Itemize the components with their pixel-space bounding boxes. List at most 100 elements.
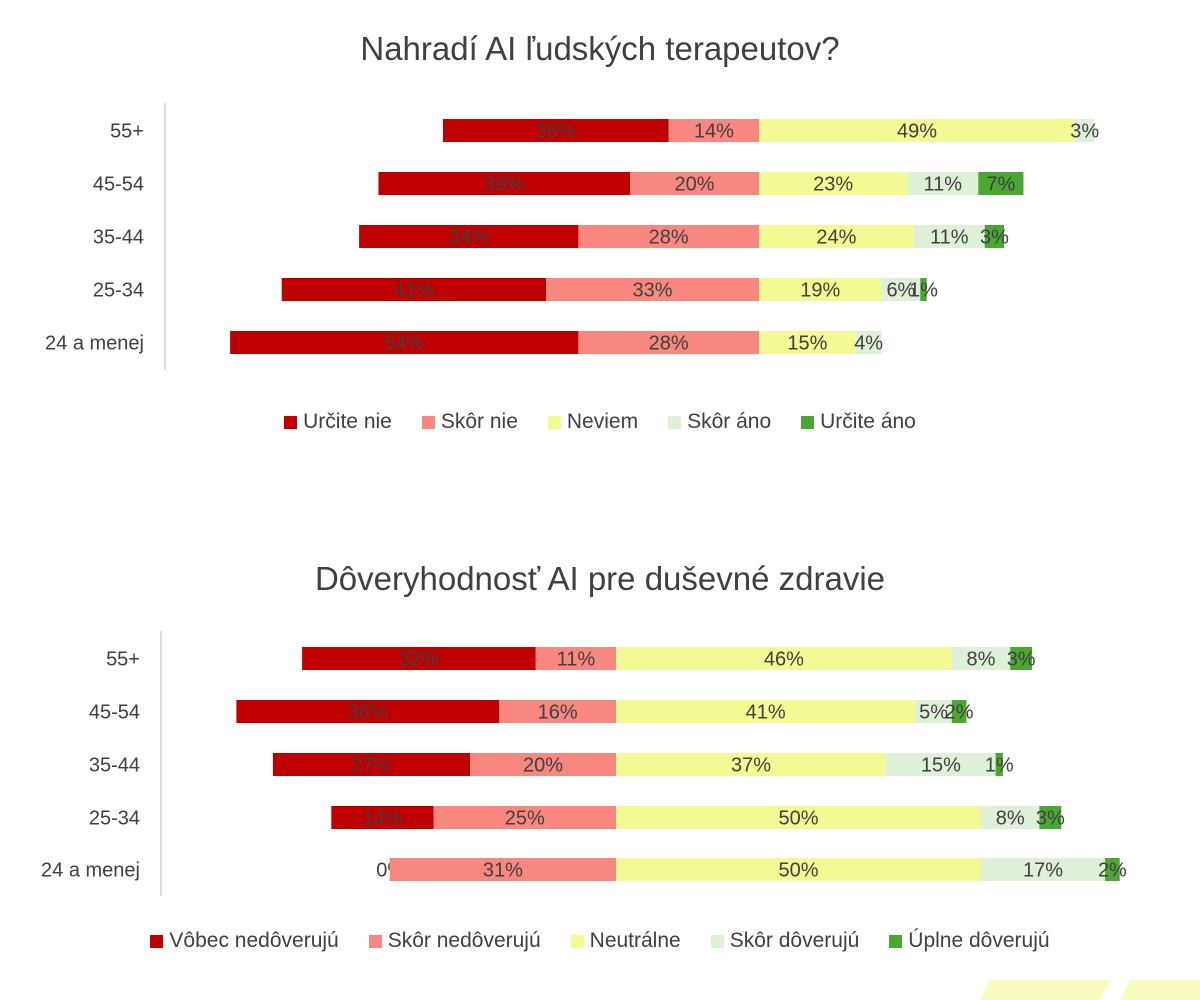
data-label-neutralne-24-a-menej: 50%: [778, 860, 818, 882]
data-label-skor-ano-35-44: 11%: [930, 227, 969, 249]
bar-neutralne-24-a-menej: [616, 858, 981, 881]
bar-uplne-doveruju-25-34: [1039, 806, 1062, 829]
bar-skor-nie-45-54: [630, 172, 759, 195]
data-label-skor-nie-24-a-menej: 28%: [649, 333, 689, 355]
bar-neutralne-25-34: [616, 806, 981, 829]
category-label-25-34: 25-34: [93, 280, 144, 302]
data-label-skor-nedoveruju-45-54: 16%: [538, 702, 578, 724]
legend-swatch: [547, 415, 561, 429]
legend-label: Skôr nie: [440, 410, 518, 433]
legend-label: Skôr nedôverujú: [387, 929, 541, 952]
data-label-neviem-24-a-menej: 15%: [787, 333, 827, 355]
data-label-skor-ano-24-a-menej: 4%: [854, 333, 883, 355]
bar-urcite-nie-24-a-menej: [230, 331, 579, 354]
data-label-uplne-doveruju-35-44: 1%: [985, 755, 1014, 777]
data-label-neviem-55: 49%: [897, 121, 937, 143]
bar-skor-ano-35-44: [913, 225, 985, 248]
data-label-skor-doveruju-35-44: 15%: [921, 755, 961, 777]
bar-skor-nedoveruju-55: [535, 647, 616, 670]
data-label-skor-nedoveruju-35-44: 20%: [523, 755, 563, 777]
data-label-neutralne-35-44: 37%: [731, 755, 771, 777]
data-label-uplne-doveruju-45-54: 2%: [945, 702, 974, 724]
category-label-25-34: 25-34: [89, 808, 140, 830]
legend-swatch: [368, 934, 382, 948]
legend-item-uplne-doveruju: Úplne dôverujú: [889, 929, 1050, 953]
data-label-skor-nedoveruju-55: 11%: [557, 649, 596, 671]
legend-item-skor-nedoveruju: Skôr nedôverujú: [368, 929, 541, 953]
legend-swatch: [570, 934, 584, 948]
data-label-skor-nie-55: 14%: [694, 121, 734, 143]
data-label-skor-nie-25-34: 33%: [633, 280, 673, 302]
data-label-vobec-nedoveruju-35-44: 27%: [351, 755, 391, 777]
data-label-vobec-nedoveruju-45-54: 36%: [348, 702, 388, 724]
bar-neviem-55: [759, 119, 1076, 142]
corner-stripe-2: [1120, 980, 1200, 1000]
data-label-skor-ano-45-54: 11%: [924, 174, 963, 196]
legend-swatch: [150, 934, 164, 948]
category-label-45-54: 45-54: [93, 174, 144, 196]
bar-uplne-doveruju-35-44: [995, 753, 1003, 776]
data-label-uplne-doveruju-55: 3%: [1007, 649, 1036, 671]
bar-urcite-nie-55: [442, 119, 669, 142]
bar-skor-ano-55: [1075, 119, 1095, 142]
legend-item-neutralne: Neutrálne: [570, 929, 681, 953]
data-label-skor-doveruju-24-a-menej: 17%: [1023, 860, 1063, 882]
bar-urcite-ano-45-54: [978, 172, 1024, 195]
bar-neviem-25-34: [759, 278, 882, 301]
legend-swatch: [710, 934, 724, 948]
data-label-uplne-doveruju-25-34: 3%: [1036, 808, 1065, 830]
bar-skor-ano-25-34: [881, 278, 921, 301]
data-label-uplne-doveruju-24-a-menej: 2%: [1098, 860, 1127, 882]
chart-1-title: Nahradí AI ľudských terapeutov?: [360, 30, 840, 67]
legend-swatch: [284, 415, 298, 429]
data-label-skor-doveruju-25-34: 8%: [996, 808, 1025, 830]
category-label-55: 55+: [106, 649, 140, 671]
bar-neutralne-45-54: [616, 700, 916, 723]
bar-skor-nedoveruju-35-44: [470, 753, 616, 776]
legend-item-skor-doveruju: Skôr dôverujú: [710, 929, 859, 953]
chart-2: Dôveryhodnosť AI pre duševné zdravie 55+…: [0, 530, 1200, 980]
data-label-urcite-ano-45-54: 7%: [986, 174, 1015, 196]
data-label-skor-nedoveruju-24-a-menej: 31%: [483, 860, 523, 882]
chart-1-plot: 55+ 35% 14% 49% 3% 45-54 39% 20% 23% 11% 7% 35-44 34…: [45, 103, 1099, 370]
bar-vobec-nedoveruju-55: [302, 647, 536, 670]
data-label-urcite-nie-24-a-menej: 54%: [384, 333, 424, 355]
chart-2-plot: 55+ 32% 11% 46% 8% 3%45-54 36% 16% 41% 5%2%35-44 2…: [41, 631, 1127, 896]
bar-skor-doveruju-45-54: [915, 700, 952, 723]
bar-neutralne-55: [616, 647, 952, 670]
data-label-neutralne-45-54: 41%: [746, 702, 786, 724]
bar-skor-ano-45-54: [907, 172, 979, 195]
legend-item-neviem: Neviem: [547, 410, 638, 434]
legend-swatch: [801, 415, 815, 429]
legend-item-vobec-nedoveruju: Vôbec nedôverujú: [150, 929, 339, 953]
data-label-neutralne-25-34: 50%: [778, 808, 818, 830]
bar-skor-doveruju-25-34: [981, 806, 1040, 829]
legend-item-skor-nie: Skôr nie: [421, 410, 518, 434]
data-label-skor-nedoveruju-25-34: 25%: [505, 808, 545, 830]
data-label-urcite-nie-25-34: 41%: [394, 280, 434, 302]
data-label-urcite-ano-35-44: 3%: [980, 227, 1009, 249]
bar-uplne-doveruju-24-a-menej: [1105, 858, 1120, 881]
category-label-24-a-menej: 24 a menej: [45, 333, 144, 355]
legend-label: Skôr áno: [687, 410, 772, 433]
bar-skor-doveruju-55: [951, 647, 1011, 670]
data-label-urcite-nie-55: 35%: [536, 121, 576, 143]
bar-skor-doveruju-24-a-menej: [981, 858, 1106, 881]
data-label-skor-nie-35-44: 28%: [649, 227, 689, 249]
data-label-neviem-25-34: 19%: [800, 280, 840, 302]
bar-urcite-ano-25-34: [920, 278, 927, 301]
bar-vobec-nedoveruju-35-44: [272, 753, 470, 776]
legend-item-skor-ano: Skôr áno: [668, 410, 771, 434]
data-label-skor-ano-55: 3%: [1070, 121, 1099, 143]
data-label-skor-ano-25-34: 6%: [886, 280, 915, 302]
bar-skor-nie-25-34: [546, 278, 759, 301]
bar-urcite-nie-25-34: [281, 278, 547, 301]
bar-neviem-45-54: [759, 172, 908, 195]
legend-item-urcite-nie: Určite nie: [284, 410, 392, 434]
chart-2-title: Dôveryhodnosť AI pre duševné zdravie: [314, 560, 886, 597]
legend-swatch: [668, 415, 682, 429]
data-label-skor-doveruju-45-54: 5%: [919, 702, 948, 724]
legend-label: Neutrálne: [589, 929, 681, 952]
bar-skor-nie-55: [668, 119, 759, 142]
